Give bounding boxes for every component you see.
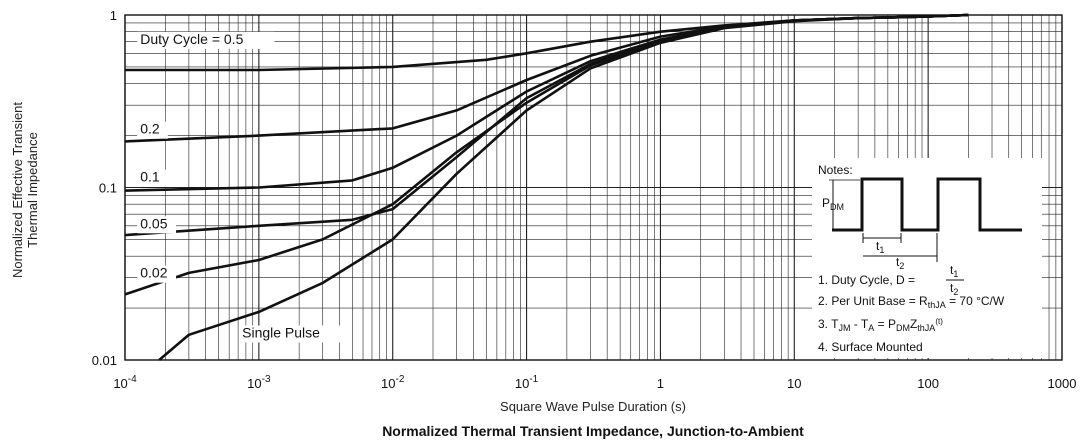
x-tick-label-5: 10 (787, 376, 801, 391)
series-label-0: Duty Cycle = 0.5 (140, 31, 243, 47)
notes-panel: Notes: PDM t1 t2 1. Duty Cycle, D = t1 t… (812, 158, 1042, 358)
note-duty-cycle: 1. Duty Cycle, D = (818, 273, 915, 287)
series-line-5 (158, 13, 969, 361)
y-tick-label-1: 0.1 (99, 181, 117, 196)
chart-title: Normalized Thermal Transient Impedance, … (382, 423, 804, 439)
series-label-background-0 (137, 31, 275, 49)
note-per-unit-base: 2. Per Unit Base = RthJA = 70 °C/W (818, 294, 1005, 310)
x-axis-label: Square Wave Pulse Duration (s) (500, 399, 686, 414)
curves (124, 13, 969, 361)
x-tick-label-2: 10-2 (381, 374, 405, 391)
t1-label: t1 (876, 239, 884, 255)
series-label-background-4 (137, 265, 177, 283)
note-duty-cycle-numerator: t1 (950, 263, 958, 279)
notes-background (812, 158, 1042, 358)
pdm-label: PDM (822, 196, 844, 212)
series-label-3: 0.05 (140, 215, 167, 231)
x-tick-label-0: 10-4 (113, 374, 137, 391)
series-label-background-3 (137, 216, 177, 234)
y-tick-labels: 1 0.1 0.01 (92, 8, 117, 368)
notes-heading: Notes: (818, 163, 853, 177)
plot-frame (124, 14, 1063, 361)
x-tick-label-1: 10-3 (247, 374, 271, 391)
x-tick-label-4: 1 (657, 376, 664, 391)
x-tick-labels: 10-4 10-3 10-2 10-1 1 10 100 1000 (113, 374, 1076, 391)
series-label-background-5 (239, 325, 344, 343)
note-surface-mounted: 4. Surface Mounted (818, 340, 923, 354)
series-label-background-2 (137, 169, 168, 187)
pulse-waveform (832, 177, 1022, 232)
t2-label: t2 (896, 255, 904, 271)
y-tick-label-2: 0.01 (92, 353, 117, 368)
y-axis-label-line1: Normalized Effective Transient (10, 102, 25, 278)
y-tick-label-0: 1 (110, 8, 117, 23)
series-label-background-1 (137, 121, 168, 139)
x-tick-label-6: 100 (917, 376, 939, 391)
y-axis-label: Normalized Effective Transient Thermal I… (10, 102, 40, 278)
grid (124, 15, 1062, 361)
series-label-1: 0.2 (140, 121, 160, 137)
series-label-5: Single Pulse (242, 325, 320, 341)
series-label-4: 0.02 (140, 265, 167, 281)
x-tick-label-7: 1000 (1048, 376, 1077, 391)
curve-labels: Duty Cycle = 0.5 0.2 0.1 0.05 0.02 Single Pul… (137, 31, 344, 343)
x-tick-label-3: 10-1 (515, 374, 539, 391)
note-temperature-rise: 3. TJM - TA = PDMZthJA(t) (818, 317, 943, 333)
series-label-2: 0.1 (140, 169, 160, 185)
note-duty-cycle-denominator: t2 (950, 281, 958, 297)
y-axis-label-line2: Thermal Impedance (25, 132, 40, 248)
